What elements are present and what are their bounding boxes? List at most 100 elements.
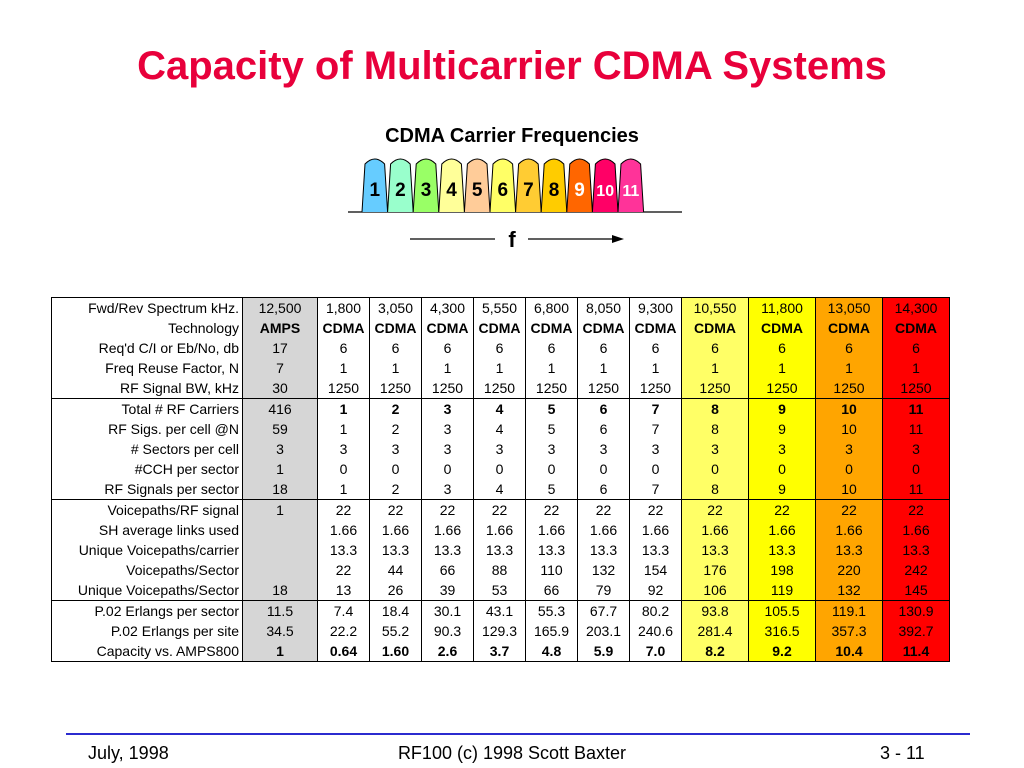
carrier-9 xyxy=(566,158,593,213)
row-label: #CCH per sector xyxy=(51,459,243,479)
carrier-3 xyxy=(412,158,440,213)
table-cell: 0 xyxy=(629,459,682,479)
table-cell: 10 xyxy=(815,479,883,500)
footer-copyright: RF100 (c) 1998 Scott Baxter xyxy=(397,743,627,763)
table-cell: 8 xyxy=(681,479,749,500)
table-cell: 3 xyxy=(421,479,474,500)
table-cell: 11,800 xyxy=(748,297,816,318)
carrier-label-2: 2 xyxy=(395,180,406,201)
table-cell: 1250 xyxy=(815,378,883,399)
table-cell: 93.8 xyxy=(681,600,749,621)
table-cell xyxy=(242,540,318,560)
table-cell: 1 xyxy=(473,358,526,378)
carrier-1 xyxy=(361,158,389,213)
table-cell: 9,300 xyxy=(629,297,682,318)
frequency-axis-label: f xyxy=(508,227,516,252)
table-cell: 105.5 xyxy=(748,600,816,621)
table-cell: 22 xyxy=(525,499,578,520)
table-cell: 66 xyxy=(525,580,578,601)
carrier-5 xyxy=(463,158,491,213)
table-row: Voicepaths/Sector 22 44 66 88 110 132 154 176 198… xyxy=(51,560,950,580)
table-cell: 6 xyxy=(815,338,883,358)
carrier-label-10: 10 xyxy=(596,183,614,200)
carrier-2 xyxy=(387,158,414,213)
table-cell: 2 xyxy=(369,419,422,439)
table-cell: 1.66 xyxy=(629,520,682,540)
table-cell: 13.3 xyxy=(421,540,474,560)
table-cell: CDMA xyxy=(882,318,950,338)
table-cell: 1 xyxy=(369,358,422,378)
table-cell: 1 xyxy=(317,358,370,378)
table-cell: 3 xyxy=(317,439,370,459)
table-cell: 10,550 xyxy=(681,297,749,318)
table-cell: 22 xyxy=(748,499,816,520)
table-cell: 132 xyxy=(577,560,630,580)
carrier-diagram-title: CDMA Carrier Frequencies xyxy=(385,125,639,147)
table-cell: 203.1 xyxy=(577,621,630,641)
table-cell: 22 xyxy=(473,499,526,520)
table-cell: 13.3 xyxy=(317,540,370,560)
table-cell: 13.3 xyxy=(525,540,578,560)
table-cell: 6 xyxy=(369,338,422,358)
table-cell: 1 xyxy=(748,358,816,378)
carrier-label-1: 1 xyxy=(370,180,381,201)
table-cell: 198 xyxy=(748,560,816,580)
table-cell: 1 xyxy=(577,358,630,378)
table-cell: 110 xyxy=(525,560,578,580)
table-cell: 22 xyxy=(317,499,370,520)
table-cell: 55.3 xyxy=(525,600,578,621)
row-label: Unique Voicepaths/carrier xyxy=(51,540,243,560)
table-cell: 44 xyxy=(369,560,422,580)
row-label: RF Signals per sector xyxy=(51,479,243,500)
table-cell: 6 xyxy=(473,338,526,358)
table-cell: 1 xyxy=(681,358,749,378)
table-row: Technology AMPS CDMA CDMA CDMA CDMA CDMA CDMA CD… xyxy=(51,318,950,338)
table-cell: 119.1 xyxy=(815,600,883,621)
table-row: Capacity vs. AMPS800 1 0.64 1.60 2.6 3.7 4.8 5.… xyxy=(51,641,950,662)
table-cell: 0 xyxy=(473,459,526,479)
table-row: RF Signal BW, kHz 30 1250 1250 1250 1250 1250 1… xyxy=(51,378,950,399)
carrier-label-5: 5 xyxy=(472,180,483,201)
carrier-4 xyxy=(438,158,465,213)
table-cell: 59 xyxy=(242,419,318,439)
table-cell: 1 xyxy=(882,358,950,378)
table-cell: 3 xyxy=(421,398,474,419)
table-cell: 6 xyxy=(577,398,630,419)
table-cell: 1250 xyxy=(369,378,422,399)
footer-page-number: 3 - 11 xyxy=(880,743,925,763)
table-cell: 0 xyxy=(815,459,883,479)
table-cell: 11 xyxy=(882,419,950,439)
table-row: SH average links used 1.66 1.66 1.66 1.66 1.6… xyxy=(51,520,950,540)
table-cell: 9 xyxy=(748,479,816,500)
table-cell: 3 xyxy=(577,439,630,459)
table-cell: 30.1 xyxy=(421,600,474,621)
table-cell: 9.2 xyxy=(748,641,816,662)
table-cell: 281.4 xyxy=(681,621,749,641)
table-cell: 6 xyxy=(421,338,474,358)
table-cell: 18 xyxy=(242,479,318,500)
table-cell: 7.4 xyxy=(317,600,370,621)
table-cell: 1.66 xyxy=(815,520,883,540)
table-cell: 1 xyxy=(525,358,578,378)
table-cell: 79 xyxy=(577,580,630,601)
table-cell: CDMA xyxy=(629,318,682,338)
table-cell: 10.4 xyxy=(815,641,883,662)
row-label: Technology xyxy=(51,318,243,338)
table-cell: 1 xyxy=(629,358,682,378)
table-cell: 392.7 xyxy=(882,621,950,641)
table-cell: 1250 xyxy=(577,378,630,399)
row-label: SH average links used xyxy=(51,520,243,540)
table-cell: 92 xyxy=(629,580,682,601)
table-cell: 67.7 xyxy=(577,600,630,621)
table-cell: 6 xyxy=(629,338,682,358)
table-cell: 14,300 xyxy=(882,297,950,318)
table-row: Unique Voicepaths/carrier 13.3 13.3 13.3 13.… xyxy=(51,540,950,560)
table-cell: 1.60 xyxy=(369,641,422,662)
table-cell: 18 xyxy=(242,580,318,601)
table-cell: 17 xyxy=(242,338,318,358)
carrier-label-4: 4 xyxy=(446,180,457,201)
table-cell: 1.66 xyxy=(681,520,749,540)
table-cell: 1 xyxy=(317,479,370,500)
table-cell: AMPS xyxy=(242,318,318,338)
